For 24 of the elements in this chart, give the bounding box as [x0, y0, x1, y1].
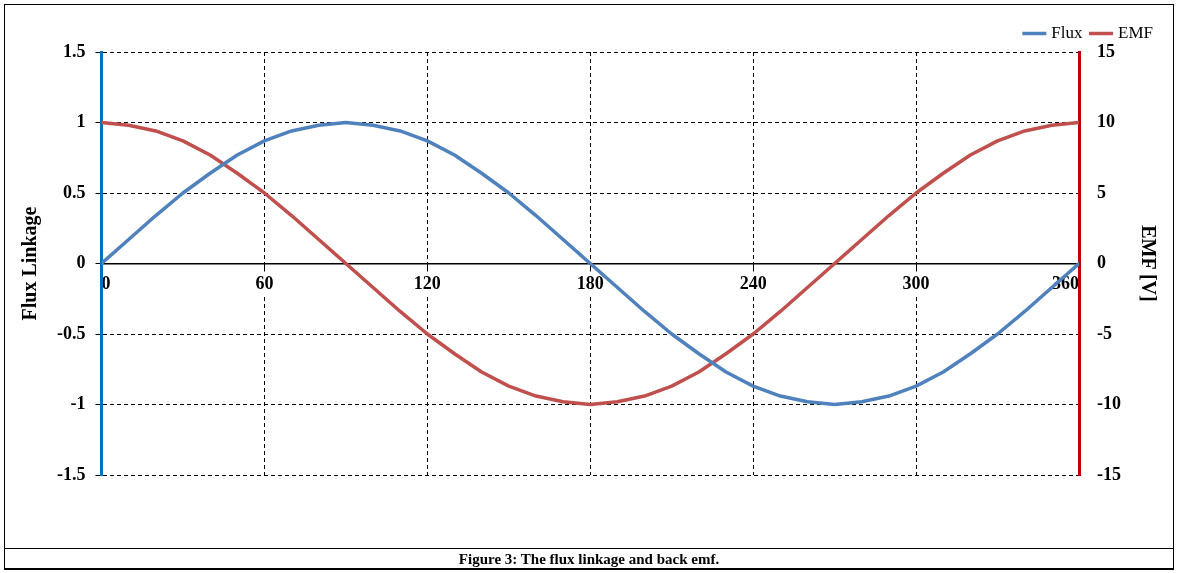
y2-tick-label: -10 — [1097, 393, 1122, 414]
x-tick-label: 300 — [902, 272, 930, 293]
y-tick-label: -0.5 — [56, 322, 86, 343]
y2-tick-label: 15 — [1097, 40, 1116, 61]
caption: Figure 3: The flux linkage and back emf. — [4, 548, 1174, 570]
y-tick-label: 0.5 — [62, 181, 86, 202]
y2-tick-label: 5 — [1097, 181, 1107, 202]
x-tick-label: 120 — [413, 272, 441, 293]
x-tick-label: 240 — [739, 272, 767, 293]
legend-label: EMF — [1118, 22, 1154, 42]
y-tick-label: 1 — [76, 111, 86, 132]
y-tick-label: 0 — [76, 252, 86, 273]
y2-tick-label: 10 — [1097, 111, 1116, 132]
y-tick-label: -1.5 — [56, 463, 86, 484]
y-tick-label: -1 — [70, 393, 86, 414]
x-tick-label: 60 — [255, 272, 274, 293]
x-tick-label: 180 — [576, 272, 604, 293]
legend-label: Flux — [1051, 22, 1084, 42]
y-axis-title: Flux Linkage — [18, 206, 42, 321]
y2-tick-label: 0 — [1097, 252, 1107, 273]
y2-tick-label: -15 — [1097, 463, 1122, 484]
y2-axis-title: EMF [V] — [1137, 225, 1160, 302]
y-tick-label: 1.5 — [62, 40, 86, 61]
y2-tick-label: -5 — [1097, 322, 1113, 343]
